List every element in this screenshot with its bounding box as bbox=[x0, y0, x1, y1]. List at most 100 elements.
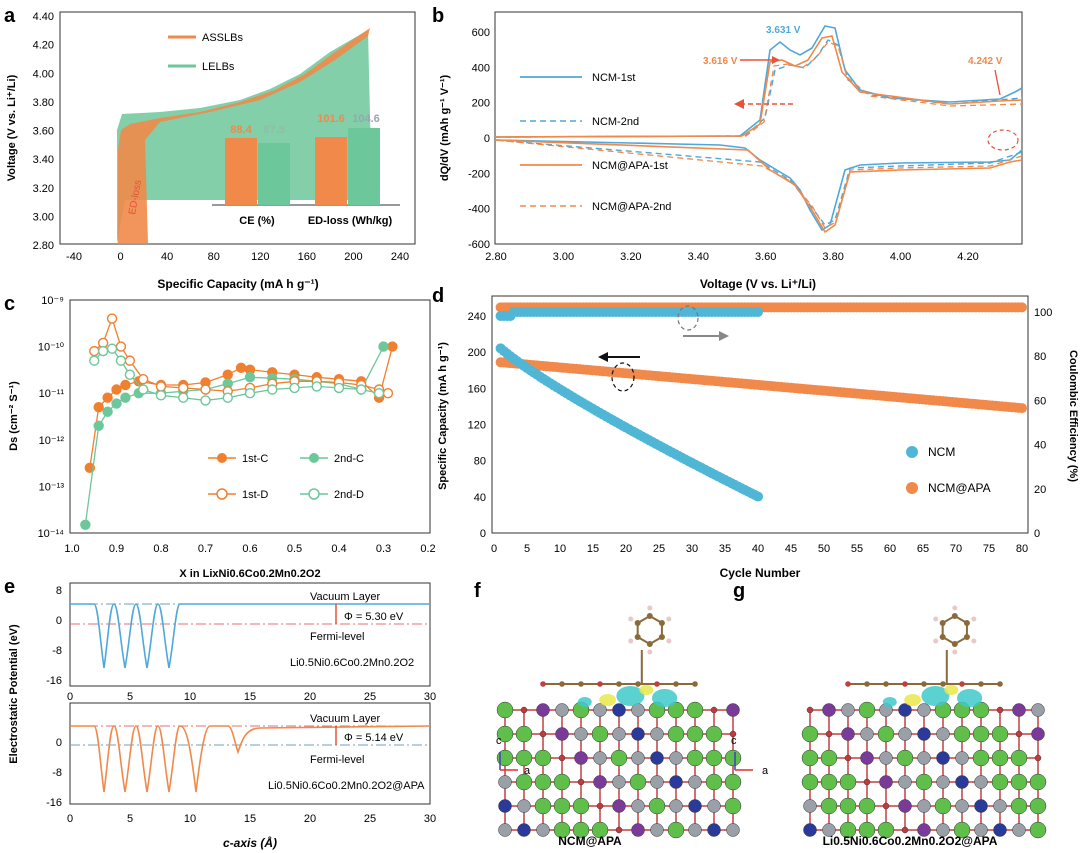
c-ytick-3: 10⁻¹² bbox=[39, 435, 65, 447]
inset-bar-ed-lelb bbox=[348, 128, 380, 205]
g-structure-atom bbox=[877, 725, 895, 743]
f-structure-chain-atom bbox=[597, 681, 603, 687]
g-structure-ring-h bbox=[971, 616, 977, 622]
f-structure-atom bbox=[631, 727, 645, 741]
e-top-formula: Li0.5Ni0.6Co0.2Mn0.2O2 bbox=[290, 657, 414, 669]
g-structure-chain-atom bbox=[959, 681, 965, 687]
f-structure-charge-lobe-0 bbox=[599, 694, 616, 706]
e-top-curve bbox=[70, 603, 430, 669]
c-point-3-7 bbox=[178, 392, 189, 403]
d-xtick-15: 75 bbox=[983, 543, 995, 555]
legend-1std-marker bbox=[216, 488, 228, 500]
g-structure-charge-lobe-3 bbox=[944, 685, 959, 695]
g-structure-chain-atom bbox=[845, 681, 851, 687]
f-structure-atom bbox=[667, 701, 685, 719]
c-xtick-0: 1.0 bbox=[64, 543, 79, 555]
c-point-3-15 bbox=[356, 384, 367, 395]
g-structure-atom bbox=[993, 799, 1007, 813]
a-ytick-3: 3.80 bbox=[33, 97, 54, 109]
g-structure-atom bbox=[974, 823, 988, 837]
g-structure-chain-atom bbox=[940, 681, 946, 687]
g-structure-atom bbox=[841, 727, 855, 741]
d-xtick-16: 80 bbox=[1016, 543, 1028, 555]
legend-asslb-label: ASSLBs bbox=[202, 32, 243, 44]
f-structure-atom bbox=[498, 823, 512, 837]
g-structure-atom bbox=[974, 775, 988, 789]
panel-f-letter: f bbox=[474, 580, 481, 602]
f-structure-atom bbox=[631, 751, 645, 765]
c-point-2-7 bbox=[178, 382, 189, 394]
legend-1stc-marker bbox=[217, 453, 227, 463]
c-point-2-4 bbox=[124, 355, 136, 366]
f-structure-atom bbox=[726, 703, 740, 717]
a-ytick-6: 3.20 bbox=[33, 183, 54, 195]
g-structure-atom bbox=[1029, 821, 1047, 839]
c-point-2-17 bbox=[382, 388, 394, 399]
e-top-xtick-0: 0 bbox=[67, 691, 73, 703]
b-xtick-7: 4.20 bbox=[957, 251, 978, 263]
e-top-fermi-label: Fermi-level bbox=[310, 631, 364, 643]
legend-lelb-label: LELBs bbox=[202, 61, 235, 73]
f-structure-atom bbox=[705, 773, 723, 791]
d-ytick-5: 40 bbox=[474, 492, 486, 504]
f-structure-ring-h bbox=[666, 638, 672, 644]
f-structure-ring-h bbox=[647, 649, 653, 655]
f-structure-ring-h bbox=[628, 638, 634, 644]
f-structure-ring-atom bbox=[634, 634, 641, 640]
panel-a-letter: a bbox=[4, 5, 16, 27]
f-structure-atom bbox=[686, 725, 704, 743]
c-point-2-2 bbox=[106, 313, 118, 324]
f-structure-atom bbox=[558, 754, 566, 762]
f-structure-ring-atom bbox=[658, 634, 665, 640]
panel-c-x-ticks: 1.0 0.9 0.8 0.7 0.6 0.5 0.4 0.3 0.2 bbox=[64, 543, 435, 555]
dashed-circle-b bbox=[987, 129, 1019, 151]
f-structure-atom bbox=[650, 727, 664, 741]
g-structure-atom bbox=[917, 799, 931, 813]
a-xtick-7: 240 bbox=[391, 251, 409, 263]
c-point-3-9 bbox=[222, 392, 233, 403]
g-structure-chain-atom bbox=[902, 681, 908, 687]
f-structure-atom bbox=[726, 823, 740, 837]
c-point-1-10 bbox=[244, 372, 256, 383]
panel-b-letter: b bbox=[432, 5, 444, 27]
f-structure-atom bbox=[724, 797, 742, 815]
g-structure-atom bbox=[898, 775, 912, 789]
e-top-xtick-1: 5 bbox=[127, 691, 133, 703]
c-point-2-3 bbox=[115, 341, 127, 352]
b-xtick-3: 3.40 bbox=[688, 251, 709, 263]
b-shift-arrowhead bbox=[734, 99, 744, 109]
legend-2ndd-label: 2nd-D bbox=[334, 489, 364, 501]
ncm-1st-curve bbox=[494, 25, 1023, 232]
d-xtick-1: 5 bbox=[524, 543, 530, 555]
d-xtick-8: 40 bbox=[752, 543, 764, 555]
f-structure-chain-atom bbox=[616, 681, 622, 687]
g-structure-atom bbox=[858, 701, 876, 719]
b-xtick-5: 3.80 bbox=[822, 251, 843, 263]
e-bottom-ytick-1: -8 bbox=[52, 767, 62, 779]
c-point-3-12 bbox=[289, 382, 300, 394]
g-structure-atom bbox=[936, 775, 950, 789]
a-xtick-2: 40 bbox=[161, 251, 173, 263]
f-structure-atom bbox=[517, 799, 531, 813]
d-ytick-6: 0 bbox=[480, 528, 486, 540]
a-xtick-4: 120 bbox=[251, 251, 269, 263]
f-structure-atom bbox=[667, 725, 685, 743]
d-xtick-11: 55 bbox=[851, 543, 863, 555]
panel-c-frame bbox=[69, 299, 431, 534]
panel-a-x-ticks: -40 0 40 80 120 160 200 240 bbox=[66, 251, 409, 263]
d-y2tick-3: 40 bbox=[1034, 440, 1046, 452]
d-xtick-2: 10 bbox=[554, 543, 566, 555]
g-structure-ring-atom bbox=[951, 641, 958, 647]
g-structure-atom bbox=[972, 701, 990, 719]
b-ytick-3: 0 bbox=[484, 133, 490, 145]
g-structure-atom bbox=[803, 823, 817, 837]
d-xtick-10: 50 bbox=[818, 543, 830, 555]
c-ytick-1: 10⁻¹⁰ bbox=[38, 342, 65, 354]
a-ytick-1: 4.20 bbox=[33, 40, 54, 52]
panel-g-caption: Li0.5Ni0.6Co0.2Mn0.2O2@APA bbox=[823, 834, 998, 848]
e-top-xtick-6: 30 bbox=[424, 691, 436, 703]
g-structure-atom bbox=[1010, 749, 1028, 767]
e-top-phi-label: Φ = 5.30 eV bbox=[344, 611, 404, 623]
panel-b: b 600 400 200 0 -200 -400 -600 2.80 3.00 3.20 3.4… bbox=[432, 5, 1023, 291]
g-structure-atom bbox=[898, 703, 912, 717]
